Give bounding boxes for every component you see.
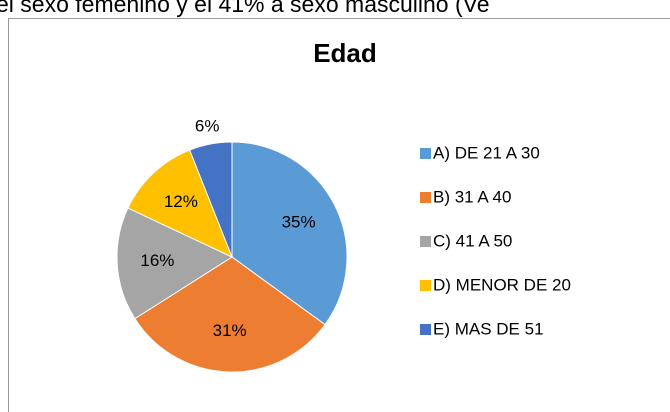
header-text: el sexo femenino y el 41% a sexo masculi…: [0, 0, 490, 17]
pie-slice: [231, 141, 348, 326]
slice-label: 16%: [140, 251, 174, 270]
legend-swatch: [420, 148, 431, 159]
pie-slice: [127, 149, 233, 258]
slice-label: 35%: [282, 213, 316, 232]
pie-slice: [116, 207, 234, 320]
legend-label: E) MAS DE 51: [433, 319, 544, 338]
slice-label: 12%: [164, 192, 198, 211]
legend-label: C) 41 A 50: [433, 231, 512, 250]
legend-label: A) DE 21 A 30: [433, 143, 540, 162]
slice-label: 6%: [195, 117, 220, 136]
slice-label: 31%: [213, 321, 247, 340]
chart-title: Edad: [313, 38, 377, 68]
legend-swatch: [420, 236, 431, 247]
legend-swatch: [420, 192, 431, 203]
pie-slice: [134, 256, 326, 373]
legend-swatch: [420, 324, 431, 335]
legend-swatch: [420, 280, 431, 291]
legend-label: B) 31 A 40: [433, 187, 511, 206]
pie-slice: [189, 141, 233, 258]
legend-label: D) MENOR DE 20: [433, 275, 571, 294]
